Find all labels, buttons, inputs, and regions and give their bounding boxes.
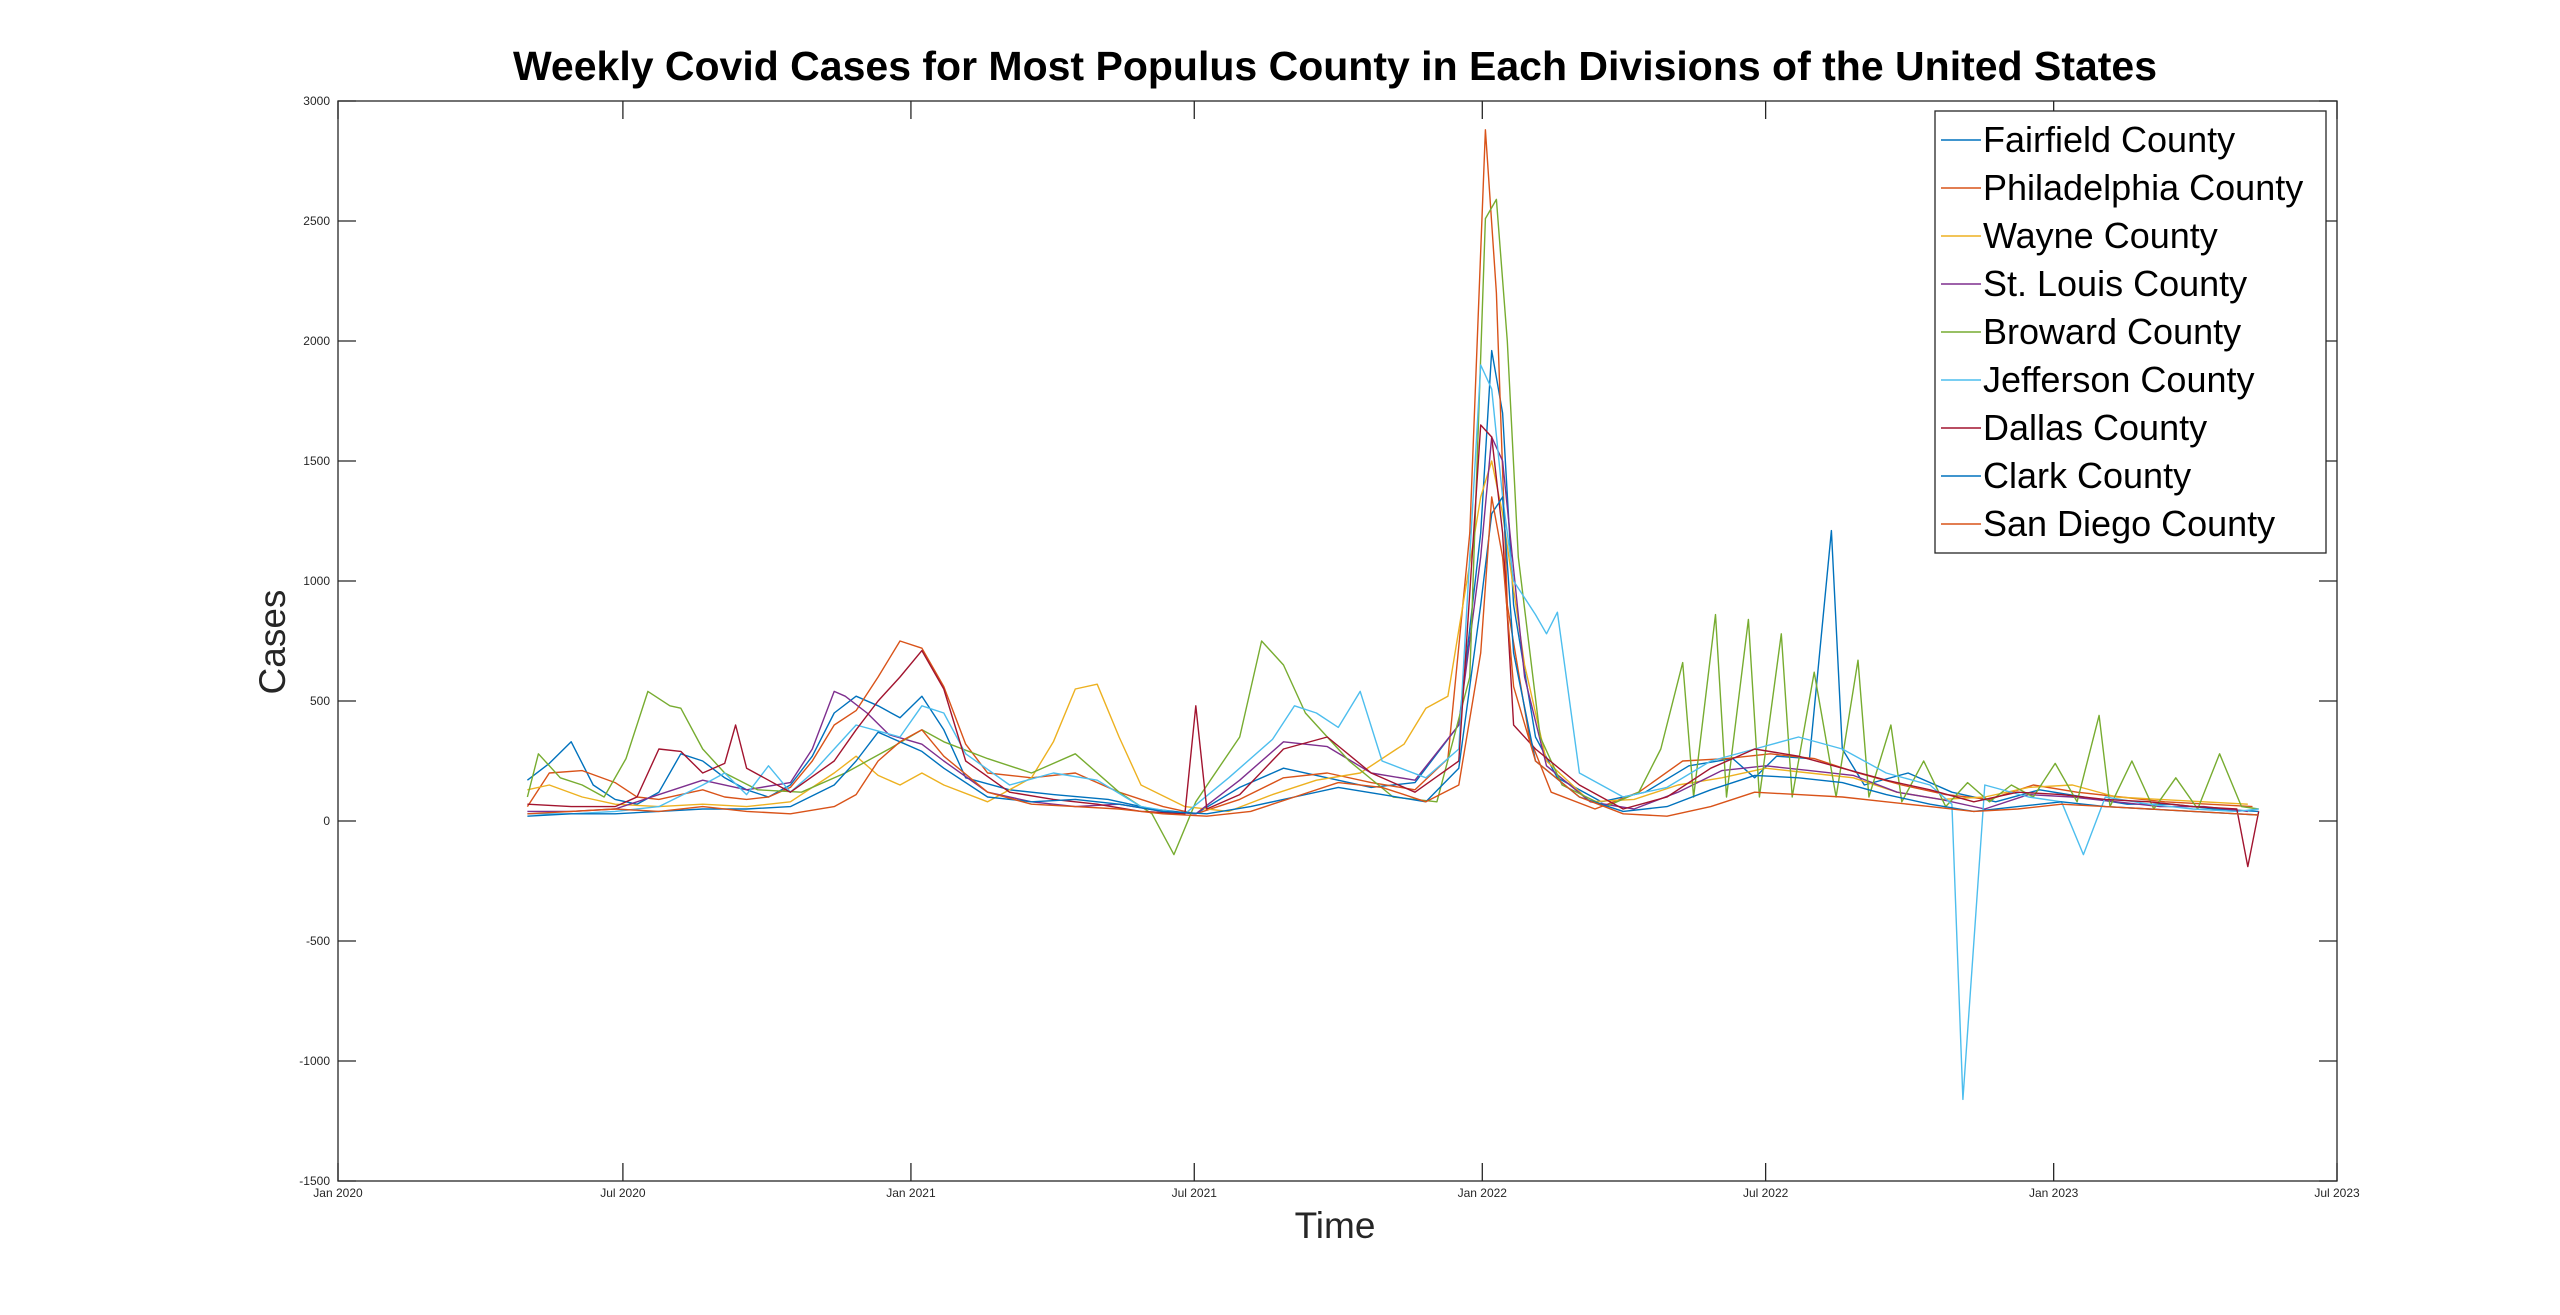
x-tick-label: Jan 2023 [2029, 1186, 2079, 1200]
y-tick-label: -1000 [299, 1054, 330, 1068]
legend-label: Jefferson County [1983, 359, 2255, 400]
series-line-jefferson-county [527, 364, 2259, 1101]
legend-label: Dallas County [1983, 407, 2207, 448]
legend-label: Philadelphia County [1983, 167, 2303, 208]
series-line-dallas-county [527, 424, 2260, 868]
x-axis-label: Time [1295, 1205, 1376, 1246]
x-tick-label: Jul 2022 [1743, 1186, 1789, 1200]
y-tick-label: 1000 [303, 574, 330, 588]
y-tick-label: 2000 [303, 334, 330, 348]
x-tick-label: Jan 2020 [313, 1186, 363, 1200]
y-tick-label: 500 [310, 694, 330, 708]
legend: Fairfield County Philadelphia County Wayne… [1934, 110, 2327, 554]
series-line-broward-county [526, 198, 2259, 856]
y-tick-label: 2500 [303, 214, 330, 228]
series-line-san-diego-county [527, 496, 2259, 817]
y-tick-label: -1500 [299, 1174, 330, 1188]
y-tick-label: 1500 [303, 454, 330, 468]
legend-label: St. Louis County [1983, 263, 2247, 304]
x-tick-label: Jul 2021 [1172, 1186, 1218, 1200]
x-tick-label: Jul 2020 [600, 1186, 646, 1200]
legend-label: Fairfield County [1983, 119, 2235, 160]
legend-box [1934, 110, 2327, 554]
x-tick-label: Jan 2021 [886, 1186, 936, 1200]
x-tick-label: Jan 2022 [1458, 1186, 1508, 1200]
legend-label: Clark County [1983, 455, 2191, 496]
legend-label: Wayne County [1983, 215, 2218, 256]
legend-label: San Diego County [1983, 503, 2275, 544]
x-tick-label: Jul 2023 [2314, 1186, 2360, 1200]
y-tick-label: 0 [323, 814, 330, 828]
plot-lines [526, 129, 2260, 1101]
y-tick-label: 3000 [303, 94, 330, 108]
legend-label: Broward County [1983, 311, 2241, 352]
y-axis-label: Cases [252, 590, 293, 695]
chart-title: Weekly Covid Cases for Most Populus Coun… [513, 43, 2157, 89]
y-tick-label: -500 [306, 934, 330, 948]
